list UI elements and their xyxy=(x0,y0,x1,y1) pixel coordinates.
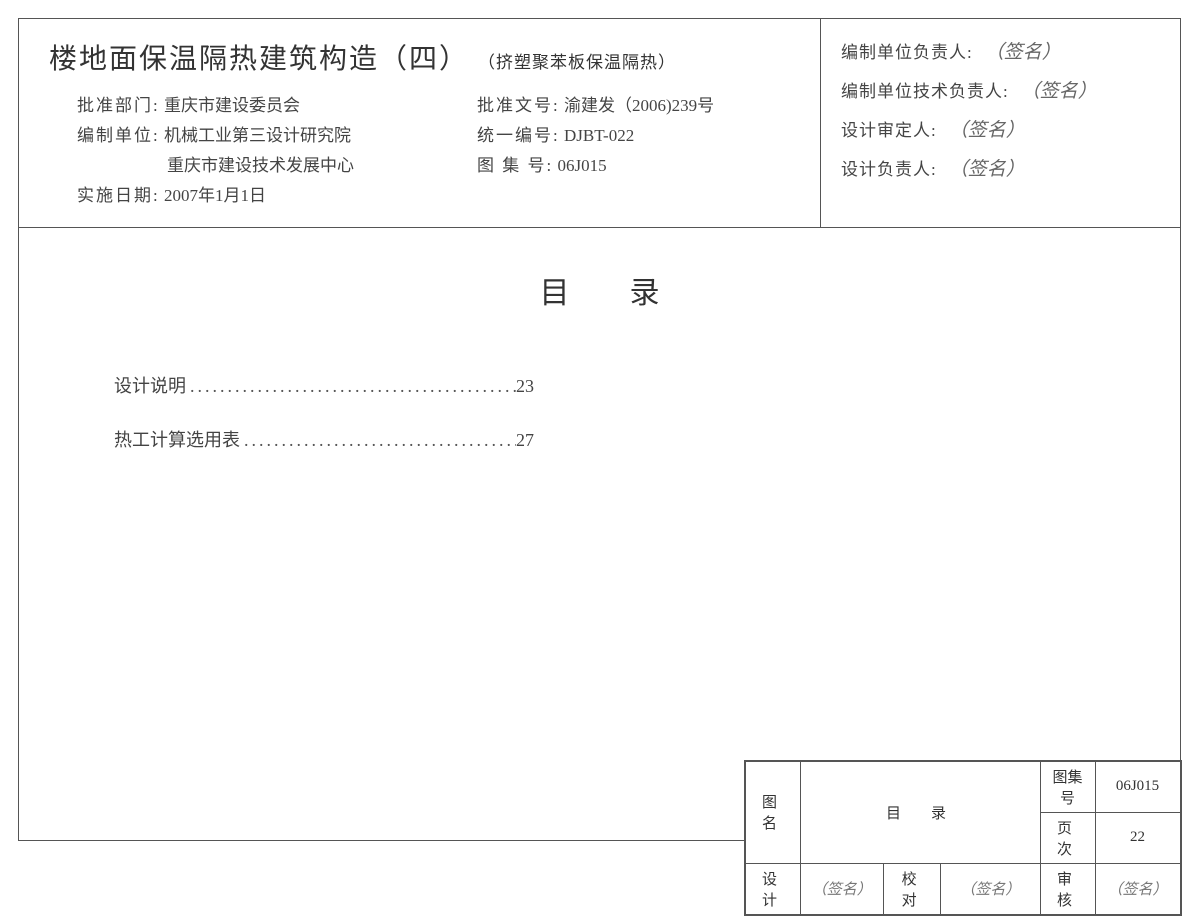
compile-unit-label: 编制单位: xyxy=(77,126,160,145)
info-col-right: 批准文号: 渝建发（2006)239号 统一编号: DJBT-022 图 集 号… xyxy=(477,91,714,211)
shenhe-label: 审 核 xyxy=(1040,863,1095,914)
sig-label-4: 设计负责人: xyxy=(841,150,937,189)
sig-mark-2: （签名） xyxy=(1021,72,1097,111)
tujihao-value: 06J015 xyxy=(1095,761,1180,812)
sig-mark-3: （签名） xyxy=(949,111,1025,150)
uni-code-label: 统一编号: xyxy=(477,126,560,145)
approve-dept-row: 批准部门: 重庆市建设委员会 xyxy=(77,91,477,121)
sig-row-1: 编制单位负责人: （签名） xyxy=(841,33,1160,72)
approve-doc-label: 批准文号: xyxy=(477,96,560,115)
sig-label-3: 设计审定人: xyxy=(841,111,937,150)
approve-doc-row: 批准文号: 渝建发（2006)239号 xyxy=(477,91,714,121)
compile-unit-row-1: 编制单位: 机械工业第三设计研究院 xyxy=(77,121,477,151)
impl-date-label: 实施日期: xyxy=(77,186,160,205)
yeci-label: 页 次 xyxy=(1040,812,1095,863)
toc-entry-label: 设计说明 xyxy=(114,372,186,398)
sig-row-4: 设计负责人: （签名） xyxy=(841,150,1160,189)
atlas-no-label: 图 集 号: xyxy=(477,156,553,175)
compile-unit-value-2: 重庆市建设技术发展中心 xyxy=(167,156,354,175)
approve-dept-label: 批准部门: xyxy=(77,96,160,115)
footer-row-3: 设 计 （签名） 校 对 （签名） 审 核 （签名） xyxy=(745,863,1180,914)
shenhe-sig: （签名） xyxy=(1095,863,1180,914)
jiaodui-sig: （签名） xyxy=(941,863,1040,914)
impl-date-value: 2007年1月1日 xyxy=(164,186,266,205)
uni-code-value: DJBT-022 xyxy=(564,126,634,145)
jiaodui-label: 校 对 xyxy=(883,863,940,914)
sig-row-3: 设计审定人: （签名） xyxy=(841,111,1160,150)
sig-label-1: 编制单位负责人: xyxy=(841,33,973,72)
toc-entry: 热工计算选用表 27 xyxy=(114,426,534,452)
sheji-label: 设 计 xyxy=(745,863,800,914)
title-sub: （挤塑聚苯板保温隔热） xyxy=(478,53,676,72)
toc-entry-label: 热工计算选用表 xyxy=(114,426,240,452)
compile-unit-value-1: 机械工业第三设计研究院 xyxy=(164,126,351,145)
sig-row-2: 编制单位技术负责人: （签名） xyxy=(841,72,1160,111)
approve-dept-value: 重庆市建设委员会 xyxy=(164,96,300,115)
tujihao-label: 图集号 xyxy=(1040,761,1095,812)
approve-doc-value: 渝建发（2006)239号 xyxy=(564,96,714,115)
footer-title-block: 图 名 目录 图集号 06J015 页 次 22 设 计 （签名） 校 对 （签… xyxy=(744,760,1182,916)
atlas-no-value: 06J015 xyxy=(557,156,606,175)
toc-entry-page: 23 xyxy=(516,376,534,397)
header-row: 楼地面保温隔热建筑构造（四） （挤塑聚苯板保温隔热） 批准部门: 重庆市建设委员… xyxy=(19,19,1180,228)
footer-table: 图 名 目录 图集号 06J015 页 次 22 设 计 （签名） 校 对 （签… xyxy=(745,761,1181,915)
header-right-block: 编制单位负责人: （签名） 编制单位技术负责人: （签名） 设计审定人: （签名… xyxy=(820,19,1180,227)
atlas-no-row: 图 集 号: 06J015 xyxy=(477,151,714,181)
toc-entry-page: 27 xyxy=(516,430,534,451)
info-grid: 批准部门: 重庆市建设委员会 编制单位: 机械工业第三设计研究院 重庆市建设技术… xyxy=(49,91,790,211)
toc-dots xyxy=(240,430,516,451)
yeci-value: 22 xyxy=(1095,812,1180,863)
toc-entries: 设计说明 23 热工计算选用表 27 xyxy=(19,372,1180,452)
toc-dots xyxy=(186,376,516,397)
toc-heading: 目录 xyxy=(19,268,1180,312)
title-main: 楼地面保温隔热建筑构造（四） xyxy=(49,44,469,75)
toc-entry: 设计说明 23 xyxy=(114,372,534,398)
uni-code-row: 统一编号: DJBT-022 xyxy=(477,121,714,151)
tuming-label: 图 名 xyxy=(745,761,800,863)
sig-mark-4: （签名） xyxy=(949,150,1025,189)
header-left-block: 楼地面保温隔热建筑构造（四） （挤塑聚苯板保温隔热） 批准部门: 重庆市建设委员… xyxy=(19,19,820,227)
info-col-left: 批准部门: 重庆市建设委员会 编制单位: 机械工业第三设计研究院 重庆市建设技术… xyxy=(77,91,477,211)
body-section: 目录 设计说明 23 热工计算选用表 27 图 名 目录 图集号 06J015 xyxy=(19,268,1180,914)
document-title: 楼地面保温隔热建筑构造（四） （挤塑聚苯板保温隔热） xyxy=(49,37,790,77)
footer-row-1: 图 名 目录 图集号 06J015 xyxy=(745,761,1180,812)
tuming-value: 目录 xyxy=(800,761,1040,863)
sheji-sig: （签名） xyxy=(800,863,883,914)
compile-unit-row-2: 重庆市建设技术发展中心 xyxy=(77,151,477,181)
document-frame: 楼地面保温隔热建筑构造（四） （挤塑聚苯板保温隔热） 批准部门: 重庆市建设委员… xyxy=(18,18,1181,841)
sig-label-2: 编制单位技术负责人: xyxy=(841,72,1009,111)
sig-mark-1: （签名） xyxy=(985,33,1061,72)
impl-date-row: 实施日期: 2007年1月1日 xyxy=(77,181,477,211)
